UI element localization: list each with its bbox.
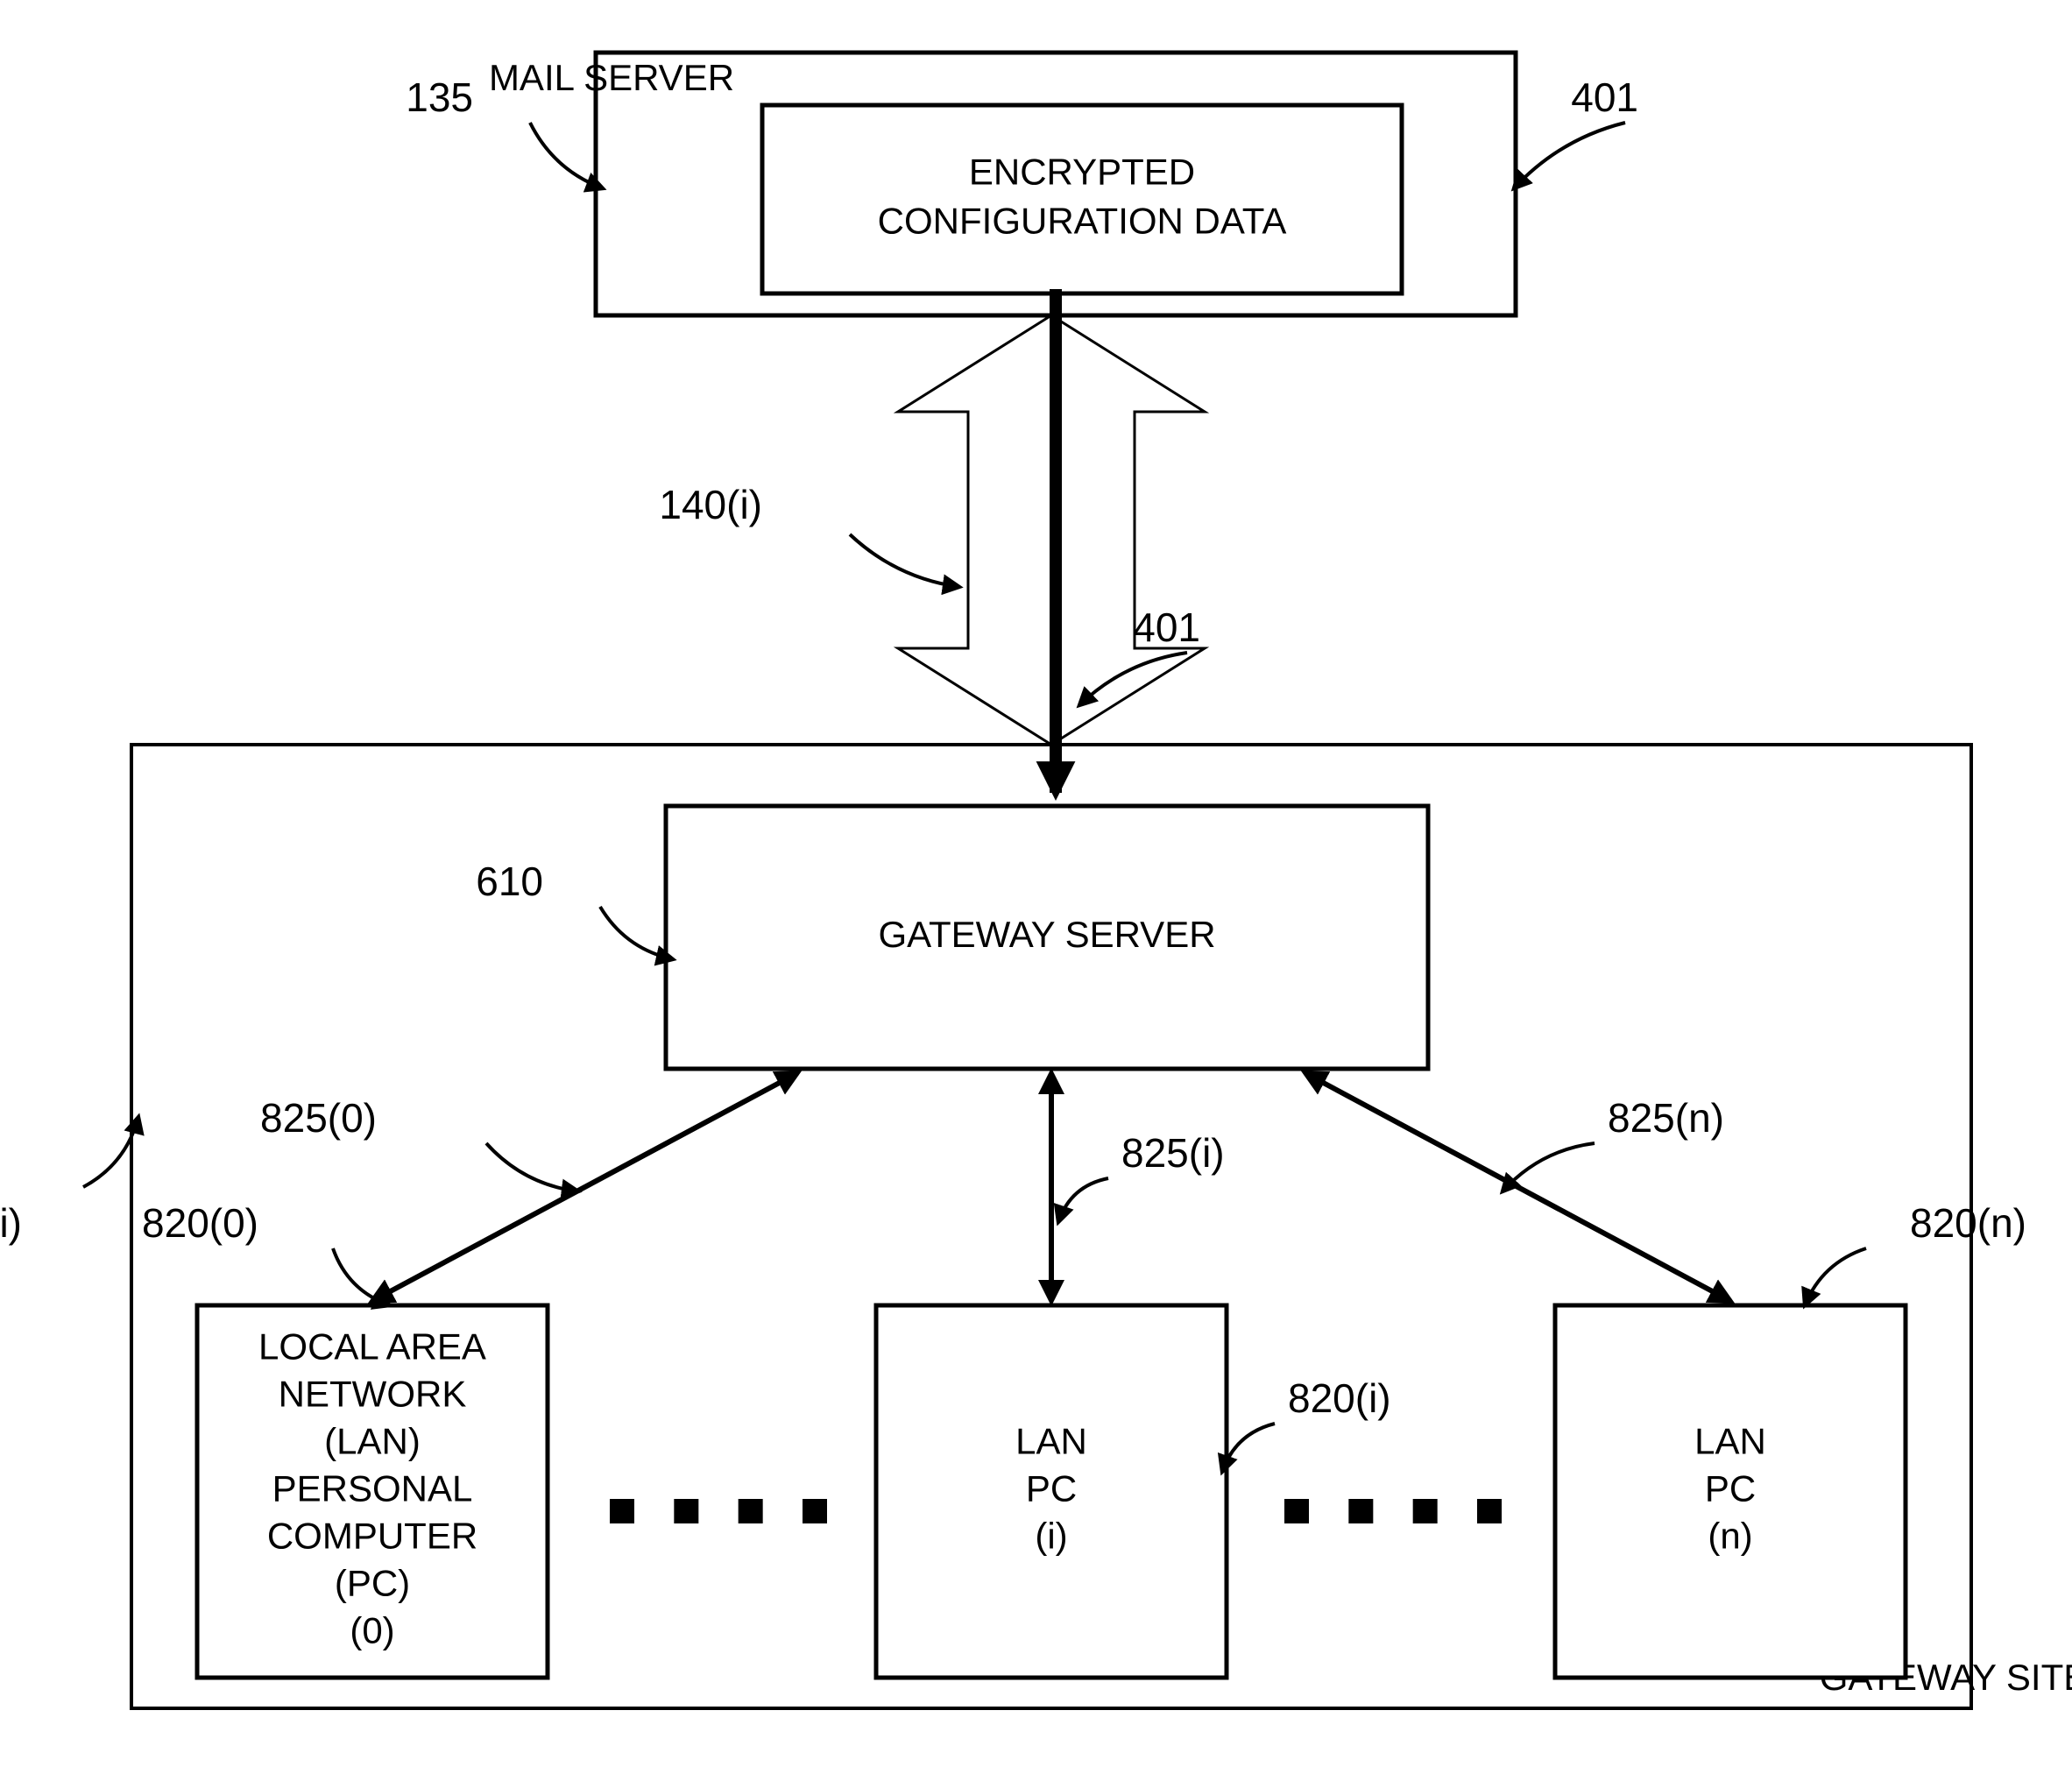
lan-pc-0-line-3: PERSONAL bbox=[272, 1468, 473, 1509]
ref-label-0: 135 bbox=[406, 74, 473, 120]
ref-label-10: 825(n) bbox=[1608, 1095, 1724, 1141]
ref-label-4: 610 bbox=[476, 859, 543, 904]
ellipsis-dot-1-1 bbox=[1348, 1499, 1373, 1523]
lan-pc-0-line-4: COMPUTER bbox=[267, 1516, 477, 1557]
lan-pc-2-line-1: PC bbox=[1705, 1468, 1756, 1509]
ref-pointer-2 bbox=[850, 534, 959, 587]
ref-pointer-0 bbox=[530, 123, 603, 188]
gateway-server-label: GATEWAY SERVER bbox=[878, 914, 1215, 955]
lan-pc-0-line-5: (PC) bbox=[335, 1563, 410, 1604]
ref-label-7: 820(0) bbox=[142, 1200, 258, 1246]
ref-label-8: 825(i) bbox=[1121, 1130, 1225, 1176]
lan-pc-1-line-1: PC bbox=[1026, 1468, 1077, 1509]
ref-label-9: 820(i) bbox=[1288, 1375, 1391, 1421]
lan-pc-0-line-6: (0) bbox=[350, 1610, 394, 1651]
ref-label-6: 825(0) bbox=[260, 1095, 377, 1141]
ref-label-3: 401 bbox=[1133, 604, 1200, 650]
ellipsis-dot-0-3 bbox=[803, 1499, 827, 1523]
ref-label-2: 140(i) bbox=[659, 482, 762, 527]
lan-pc-2-line-0: LAN bbox=[1694, 1421, 1766, 1462]
ellipsis-dot-0-1 bbox=[674, 1499, 698, 1523]
ellipsis-dot-1-3 bbox=[1477, 1499, 1502, 1523]
lan-pc-1-line-0: LAN bbox=[1015, 1421, 1087, 1462]
ref-label-1: 401 bbox=[1571, 74, 1638, 120]
encrypted-config-box bbox=[762, 105, 1402, 293]
encrypted-config-line2: CONFIGURATION DATA bbox=[878, 201, 1287, 242]
lan-pc-0-line-0: LOCAL AREA bbox=[258, 1326, 486, 1368]
ref-pointer-3 bbox=[1079, 653, 1187, 705]
ellipsis-dot-0-2 bbox=[739, 1499, 763, 1523]
ellipsis-dot-0-0 bbox=[610, 1499, 634, 1523]
ref-pointer-1 bbox=[1514, 123, 1625, 188]
ellipsis-dot-1-2 bbox=[1413, 1499, 1438, 1523]
lan-pc-0-line-2: (LAN) bbox=[324, 1421, 421, 1462]
lan-pc-2-line-2: (n) bbox=[1708, 1516, 1752, 1557]
encrypted-config-line1: ENCRYPTED bbox=[969, 152, 1195, 193]
ref-label-5: 150(i) bbox=[0, 1200, 22, 1246]
ellipsis-dot-1-0 bbox=[1284, 1499, 1309, 1523]
mail-server-label: MAIL SERVER bbox=[489, 57, 734, 98]
lan-pc-0-line-1: NETWORK bbox=[279, 1374, 467, 1415]
lan-pc-1-line-2: (i) bbox=[1035, 1516, 1067, 1557]
ref-label-11: 820(n) bbox=[1910, 1200, 2026, 1246]
